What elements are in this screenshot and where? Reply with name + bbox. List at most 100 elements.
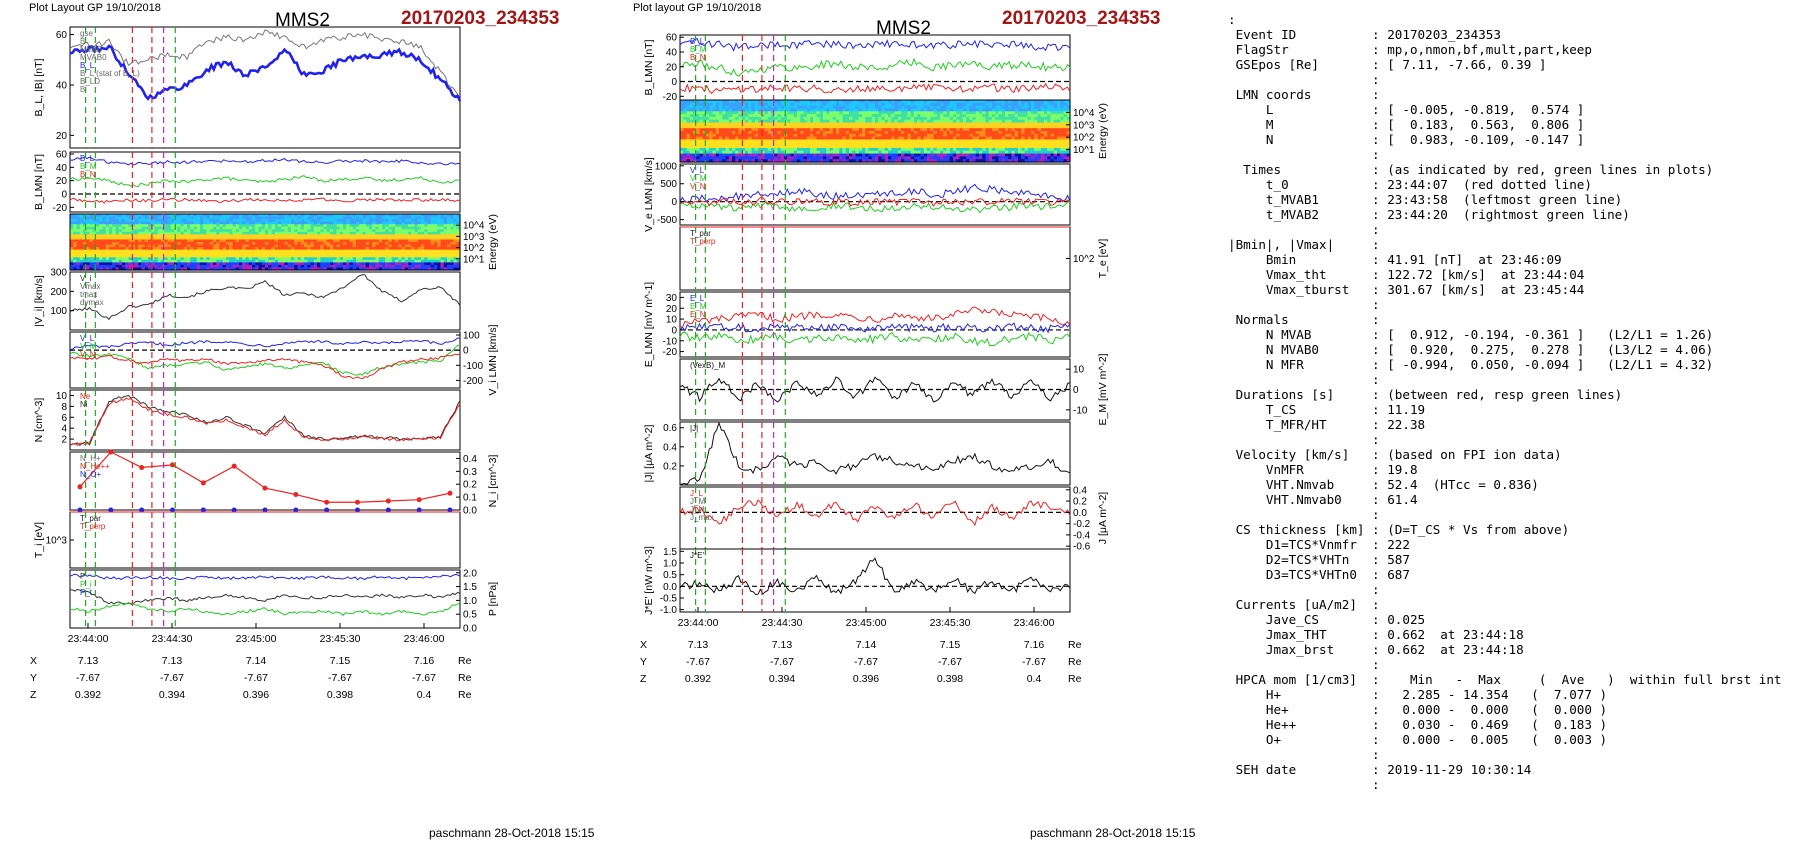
- heatmap-cell: [375, 247, 380, 251]
- heatmap-cell: [927, 122, 931, 126]
- heatmap-cell: [274, 229, 279, 233]
- heatmap-cell: [975, 100, 980, 104]
- heatmap-cell: [297, 229, 302, 233]
- heatmap-cell: [200, 226, 204, 230]
- heatmap-cell: [326, 247, 331, 251]
- heatmap-cell: [339, 234, 344, 238]
- heatmap-cell: [148, 259, 152, 263]
- data-point: [231, 507, 237, 513]
- heatmap-cell: [398, 264, 403, 269]
- heatmap-cell: [719, 142, 723, 146]
- heatmap-cell: [962, 111, 967, 115]
- heatmap-cell: [982, 150, 987, 155]
- heatmap-cell: [891, 111, 896, 115]
- heatmap-cell: [294, 249, 299, 253]
- heatmap-cell: [693, 153, 697, 157]
- heatmap-cell: [398, 236, 403, 241]
- heatmap-cell: [764, 139, 769, 143]
- heatmap-cell: [858, 145, 863, 149]
- heatmap-cell: [758, 131, 762, 135]
- heatmap-cell: [242, 267, 247, 271]
- heatmap-cell: [865, 142, 870, 146]
- heatmap-cell: [780, 133, 785, 138]
- heatmap-cell: [842, 156, 847, 160]
- heatmap-cell: [235, 247, 240, 251]
- heatmap-cell: [793, 111, 798, 115]
- heatmap-cell: [888, 133, 892, 138]
- heatmap-cell: [975, 142, 980, 146]
- heatmap-cell: [427, 234, 432, 238]
- heatmap-cell: [728, 108, 733, 112]
- heatmap-cell: [868, 136, 873, 141]
- heatmap-cell: [209, 262, 214, 266]
- heatmap-cell: [434, 214, 438, 218]
- heatmap-cell: [907, 153, 912, 157]
- heatmap-cell: [797, 108, 801, 112]
- heatmap-cell: [862, 108, 866, 112]
- heatmap-cell: [115, 244, 120, 248]
- heatmap-cell: [255, 234, 260, 238]
- heatmap-cell: [943, 159, 948, 163]
- heatmap-cell: [307, 229, 312, 233]
- heatmap-cell: [777, 142, 782, 146]
- heatmap-cell: [741, 147, 746, 152]
- heatmap-cell: [806, 133, 811, 138]
- heatmap-cell: [395, 236, 399, 241]
- heatmap-cell: [76, 219, 81, 223]
- heatmap-cell: [382, 244, 386, 248]
- heatmap-cell: [213, 267, 217, 271]
- legend-entry: Ni: [80, 400, 88, 409]
- heatmap-cell: [693, 159, 697, 163]
- heatmap-cell: [940, 122, 944, 126]
- heatmap-cell: [754, 136, 759, 141]
- heatmap-cell: [252, 267, 256, 271]
- heatmap-cell: [816, 142, 821, 146]
- heatmap-cell: [252, 247, 256, 251]
- heatmap-cell: [135, 254, 139, 258]
- heatmap-cell: [732, 147, 736, 152]
- heatmap-cell: [427, 267, 432, 271]
- heatmap-cell: [712, 122, 717, 126]
- heatmap-cell: [278, 224, 282, 228]
- heatmap-cell: [102, 236, 107, 241]
- heatmap-cell: [222, 244, 227, 248]
- heatmap-cell: [79, 252, 84, 256]
- heatmap-cell: [271, 267, 276, 271]
- heatmap-cell: [261, 242, 266, 246]
- heatmap-cell: [112, 214, 117, 218]
- heatmap-cell: [141, 224, 146, 228]
- heatmap-cell: [326, 224, 331, 228]
- heatmap-cell: [725, 159, 730, 163]
- heatmap-cell: [940, 131, 944, 135]
- heatmap-cell: [862, 136, 866, 141]
- heatmap-cell: [771, 102, 775, 107]
- heatmap-cell: [229, 229, 234, 233]
- heatmap-cell: [427, 244, 432, 248]
- heatmap-cell: [936, 100, 941, 104]
- heatmap-cell: [855, 108, 860, 112]
- heatmap-cell: [232, 229, 237, 233]
- heatmap-cell: [832, 133, 837, 138]
- heatmap-cell: [196, 229, 201, 233]
- heatmap-cell: [907, 128, 912, 132]
- heatmap-cell: [252, 216, 256, 220]
- heatmap-cell: [784, 100, 788, 104]
- heatmap-cell: [365, 264, 370, 269]
- heatmap-cell: [735, 147, 740, 152]
- heatmap-cell: [193, 242, 198, 246]
- heatmap-cell: [261, 244, 266, 248]
- heatmap-cell: [923, 145, 928, 149]
- heatmap-cell: [959, 105, 964, 110]
- heatmap-cell: [122, 224, 126, 228]
- heatmap-cell: [424, 234, 429, 238]
- heatmap-cell: [430, 226, 435, 230]
- heatmap-cell: [907, 139, 912, 143]
- heatmap-cell: [914, 108, 918, 112]
- heatmap-cell: [832, 105, 837, 110]
- heatmap-cell: [330, 252, 334, 256]
- heatmap-cell: [86, 262, 91, 266]
- heatmap-cell: [76, 247, 81, 251]
- heatmap-cell: [706, 105, 710, 110]
- heatmap-cell: [395, 259, 399, 263]
- heatmap-cell: [751, 125, 756, 129]
